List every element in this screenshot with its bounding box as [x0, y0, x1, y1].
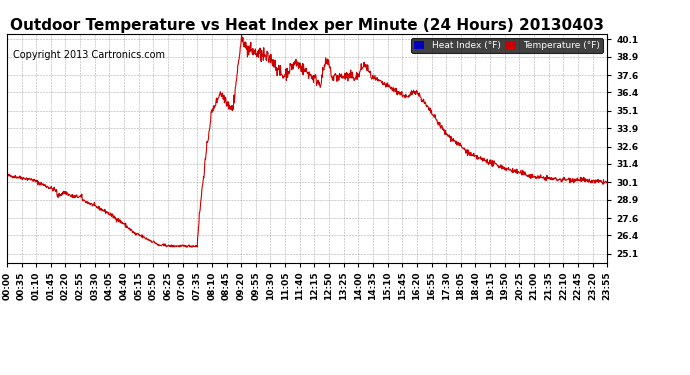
Title: Outdoor Temperature vs Heat Index per Minute (24 Hours) 20130403: Outdoor Temperature vs Heat Index per Mi… [10, 18, 604, 33]
Legend: Heat Index (°F), Temperature (°F): Heat Index (°F), Temperature (°F) [411, 38, 602, 53]
Text: Copyright 2013 Cartronics.com: Copyright 2013 Cartronics.com [13, 50, 165, 60]
